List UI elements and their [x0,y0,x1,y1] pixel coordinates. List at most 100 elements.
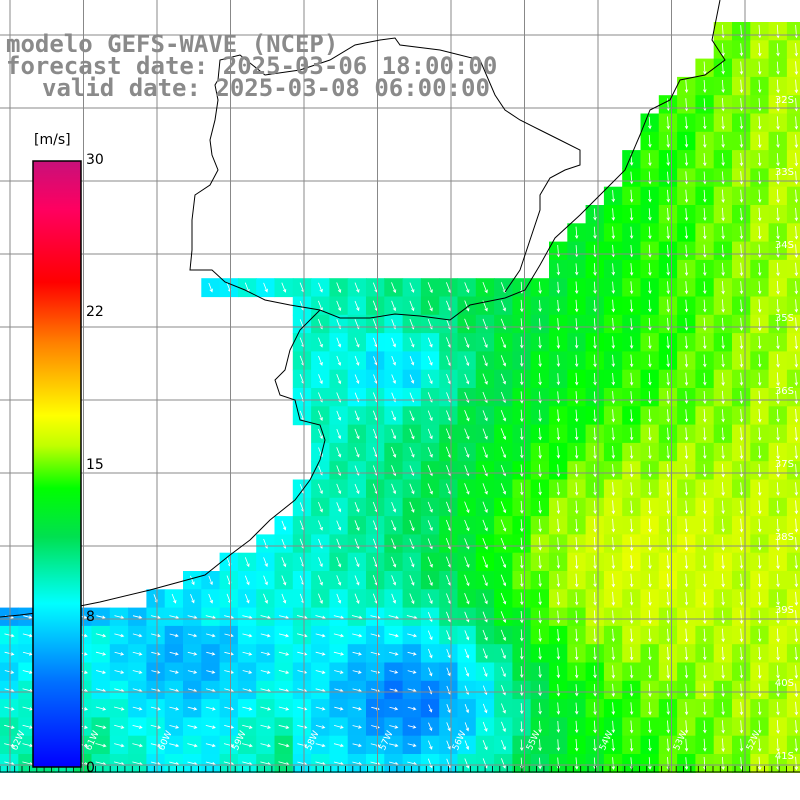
wind-arrow [391,282,397,294]
wind-arrow [352,725,362,729]
colorbar-tick-0: 0 [86,760,95,776]
wind-cell [786,259,800,279]
wind-arrow [336,483,342,495]
wind-arrow [703,372,707,386]
wind-arrow [187,706,198,711]
wind-arrow [721,116,725,130]
wind-arrow [169,670,179,674]
wind-arrow [757,756,762,771]
wind-arrow [721,336,725,350]
wind-arrow [336,355,342,366]
wind-arrow [629,482,634,496]
wind-arrow [629,445,634,460]
wind-arrow [611,757,616,770]
wind-arrow [556,500,561,515]
wind-arrow [297,706,308,711]
wind-arrow [224,651,234,656]
wind-arrow [464,556,470,568]
wind-cell [786,699,800,718]
wind-arrow [427,410,433,422]
wind-arrow [574,226,579,240]
wind-arrow [739,665,744,679]
wind-arrow [501,666,506,678]
wind-arrow [354,300,360,312]
wind-arrow [739,427,744,441]
wind-arrow [538,684,542,697]
wind-arrow [666,317,670,331]
lat-label: 32S [774,95,794,106]
wind-arrow [352,633,363,638]
wind-arrow [776,116,780,130]
wind-arrow [538,537,542,551]
wind-arrow [318,374,323,385]
wind-arrow [721,189,725,203]
wind-arrow [684,482,689,496]
wind-arrow [336,300,342,312]
wind-arrow [629,628,634,643]
wind-arrow [757,116,762,130]
wind-arrow [703,79,707,93]
wind-arrow [315,651,326,656]
wind-arrow [757,591,762,606]
wind-arrow [556,665,561,679]
wind-arrow [757,390,762,405]
colorbar-tick-30: 30 [86,152,104,168]
wind-arrow [611,537,616,551]
wind-arrow [703,610,707,625]
wind-cell [786,424,800,444]
wind-arrow [703,464,707,478]
wind-arrow [407,633,418,638]
wind-arrow [500,592,507,605]
wind-arrow [407,706,417,711]
wind-arrow [794,61,799,76]
wind-arrow [629,518,634,533]
wind-arrow [406,615,418,620]
wind-arrow [334,706,344,711]
wind-arrow [757,720,762,734]
wind-cell [786,186,800,206]
wind-arrow [500,355,507,367]
wind-arrow [95,651,107,656]
wind-arrow [593,739,597,752]
wind-arrow [187,633,198,638]
lat-label: 36S [774,386,794,397]
wind-arrow [776,536,780,551]
wind-arrow [501,685,506,696]
wind-cell [786,40,800,60]
wind-arrow [336,282,342,293]
wind-arrow [739,335,744,350]
wind-arrow [629,683,634,697]
wind-arrow [794,43,799,57]
wind-arrow [427,355,433,366]
wind-arrow [739,281,744,295]
wind-arrow [648,610,652,625]
wind-arrow [223,743,235,748]
wind-arrow [556,629,561,642]
wind-arrow [593,610,597,625]
wind-arrow [208,282,213,293]
wind-arrow [648,573,652,588]
wind-arrow [501,721,506,733]
wind-arrow [739,573,744,588]
wind-arrow [739,482,744,496]
wind-arrow [757,79,762,94]
wind-arrow [500,410,507,422]
wind-arrow [739,738,744,752]
wind-arrow [351,615,363,620]
wind-arrow [427,446,433,458]
wind-arrow [389,688,399,693]
wind-arrow [407,651,417,656]
wind-arrow [703,134,707,148]
wind-arrow [684,592,689,606]
wind-arrow [666,134,670,148]
wind-arrow [611,482,616,496]
wind-arrow [794,226,799,240]
wind-arrow [446,704,451,714]
wind-arrow [407,725,417,729]
wind-arrow [776,463,780,478]
wind-arrow [739,79,744,94]
wind-arrow [794,281,799,295]
wind-arrow [391,428,397,440]
wind-arrow [352,743,362,748]
wind-arrow [629,427,634,441]
